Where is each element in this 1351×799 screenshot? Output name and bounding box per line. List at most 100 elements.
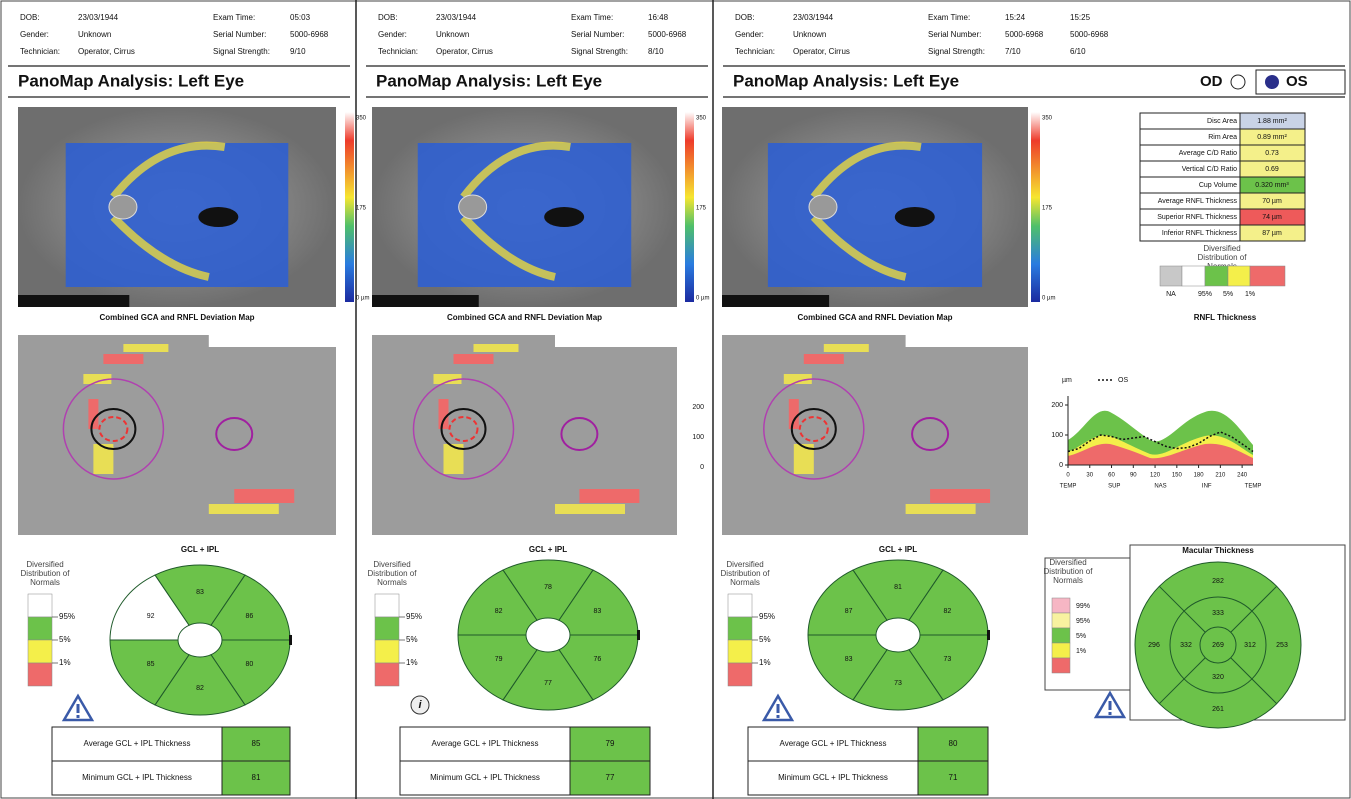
gcl-sector-value: 73	[894, 680, 902, 687]
legend-title-box: Diversified Distribution of Normals	[1042, 558, 1094, 590]
gcl-sector-value: 82	[943, 608, 951, 615]
deviation-image	[722, 335, 1028, 535]
gcl-sector-value: 83	[196, 589, 204, 596]
header-value: 23/03/1944	[436, 13, 477, 22]
region-label: TEMP	[1245, 484, 1262, 490]
edge-label: 0	[700, 464, 704, 471]
deviation-patch	[824, 344, 869, 352]
legend-level: 5%	[759, 635, 771, 644]
gcl-sector-value: 82	[196, 685, 204, 692]
x-tick-label: 90	[1130, 473, 1137, 479]
deviation-patch	[103, 354, 143, 364]
region-label: INF	[1202, 484, 1212, 490]
legend-title: Diversified Distribution of Normals	[1042, 558, 1094, 585]
deviation-patch	[88, 399, 98, 429]
header-value: 5000-6968	[1070, 30, 1109, 39]
header-label: Signal Strength:	[571, 47, 628, 56]
legend-swatch	[728, 640, 752, 663]
gcl-sector-value: 85	[147, 661, 155, 668]
header-value: 16:48	[648, 13, 669, 22]
rnfl-legend-title-box: Diversified Distribution of Normals	[1190, 244, 1254, 266]
y-tick-label: 0	[1059, 462, 1063, 469]
disc-value: 0.73	[1265, 150, 1279, 157]
legend-swatch	[28, 594, 52, 617]
y-tick-label: 100	[1051, 432, 1063, 439]
header-value: Unknown	[793, 30, 826, 39]
image-edge	[209, 335, 336, 347]
map-caption: Combined GCA and RNFL Deviation Map	[447, 313, 602, 322]
color-bar-label: 175	[1042, 206, 1053, 212]
legend-swatch	[728, 663, 752, 686]
header-label: DOB:	[20, 13, 40, 22]
macula	[544, 207, 584, 227]
image-edge	[722, 295, 829, 307]
macular-title: Macular Thickness	[1182, 546, 1254, 555]
header-value: Operator, Cirrus	[78, 47, 135, 56]
macula	[895, 207, 935, 227]
deviation-patch	[454, 354, 494, 364]
macula	[198, 207, 238, 227]
color-bar-label: 350	[1042, 116, 1053, 122]
plot-unit: µm	[1062, 377, 1072, 384]
table-value: 77	[606, 773, 615, 782]
header-label: Serial Number:	[213, 30, 266, 39]
edge-label: 200	[692, 404, 704, 411]
map-caption: Combined GCA and RNFL Deviation Map	[99, 313, 254, 322]
macular-value: 312	[1244, 642, 1256, 649]
color-bar-label: 350	[696, 116, 707, 122]
color-bar-label: 0 µm	[696, 296, 709, 302]
image-edge	[372, 295, 479, 307]
legend-level: 95%	[406, 612, 422, 621]
legend-level: 95%	[759, 612, 775, 621]
gcl-title: GCL + IPL	[181, 545, 219, 554]
header-value: Unknown	[436, 30, 469, 39]
eye-label: OD	[1200, 73, 1223, 90]
legend-swatch	[375, 594, 399, 617]
disc-value: 1.88 mm²	[1257, 118, 1287, 125]
rnfl-legend-swatch	[1250, 266, 1285, 286]
legend-swatch	[375, 640, 399, 663]
header-label: Signal Strength:	[928, 47, 985, 56]
macular-value: 320	[1212, 674, 1224, 681]
gcl-sector-value: 78	[544, 584, 552, 591]
warning-mark	[777, 715, 780, 718]
header-value: Operator, Cirrus	[436, 47, 493, 56]
orientation-mark	[289, 635, 292, 645]
header-value: Operator, Cirrus	[793, 47, 850, 56]
header-label: Serial Number:	[928, 30, 981, 39]
legend-swatch	[1052, 628, 1070, 643]
macular-value: 332	[1180, 642, 1192, 649]
macular-value: 282	[1212, 578, 1224, 585]
header-label: Gender:	[20, 30, 49, 39]
table-value: 81	[252, 773, 261, 782]
color-bar	[685, 112, 694, 302]
table-value: 80	[949, 739, 958, 748]
legend-level: 1%	[759, 658, 771, 667]
legend-level: 1%	[1076, 648, 1086, 655]
deviation-patch	[234, 489, 294, 503]
header-label: Technician:	[735, 47, 775, 56]
gcl-title: GCL + IPL	[879, 545, 917, 554]
disc-label: Cup Volume	[1199, 182, 1237, 189]
macular-value: 333	[1212, 610, 1224, 617]
header-value: 9/10	[290, 47, 306, 56]
header-label: Serial Number:	[571, 30, 624, 39]
legend-title-box: Diversified Distribution of Normals	[367, 560, 417, 592]
gcl-sector-value: 81	[894, 584, 902, 591]
header-value: 8/10	[648, 47, 664, 56]
gcl-sector-value: 80	[245, 661, 253, 668]
table-label: Minimum GCL + IPL Thickness	[430, 773, 540, 782]
table-label: Average GCL + IPL Thickness	[84, 739, 191, 748]
orientation-mark	[637, 630, 640, 640]
header-value: 15:25	[1070, 13, 1091, 22]
legend-level: 95%	[1076, 618, 1090, 625]
header-value: 23/03/1944	[78, 13, 119, 22]
image-edge	[906, 335, 1028, 347]
legend-title: Diversified Distribution of Normals	[367, 560, 417, 587]
eye-radio	[1231, 75, 1245, 89]
legend-level: 5%	[59, 635, 71, 644]
rnfl-title: RNFL Thickness	[1194, 313, 1257, 322]
legend-entry: OS	[1118, 377, 1128, 384]
header-label: Gender:	[735, 30, 764, 39]
legend-swatch	[728, 617, 752, 640]
